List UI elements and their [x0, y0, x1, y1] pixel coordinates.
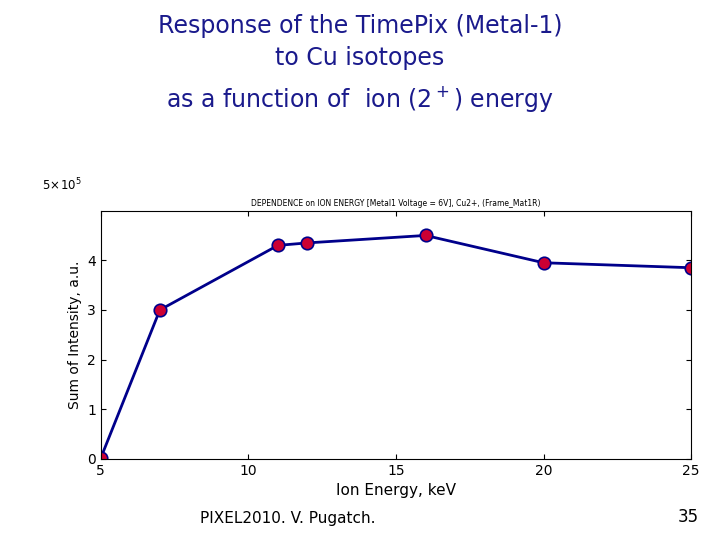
Text: Response of the TimePix (Metal-1): Response of the TimePix (Metal-1)	[158, 14, 562, 37]
Text: PIXEL2010. V. Pugatch.: PIXEL2010. V. Pugatch.	[200, 511, 376, 526]
Text: to Cu isotopes: to Cu isotopes	[275, 46, 445, 70]
Text: as a function of  ion (2$^+$) energy: as a function of ion (2$^+$) energy	[166, 84, 554, 114]
Y-axis label: Sum of Intensity, a.u.: Sum of Intensity, a.u.	[68, 261, 81, 409]
X-axis label: Ion Energy, keV: Ion Energy, keV	[336, 483, 456, 498]
Text: 35: 35	[678, 509, 698, 526]
Text: $5\!\times\!10^5$: $5\!\times\!10^5$	[42, 177, 81, 193]
Title: DEPENDENCE on ION ENERGY [Metal1 Voltage = 6V], Cu2+, (Frame_Mat1R): DEPENDENCE on ION ENERGY [Metal1 Voltage…	[251, 199, 541, 208]
